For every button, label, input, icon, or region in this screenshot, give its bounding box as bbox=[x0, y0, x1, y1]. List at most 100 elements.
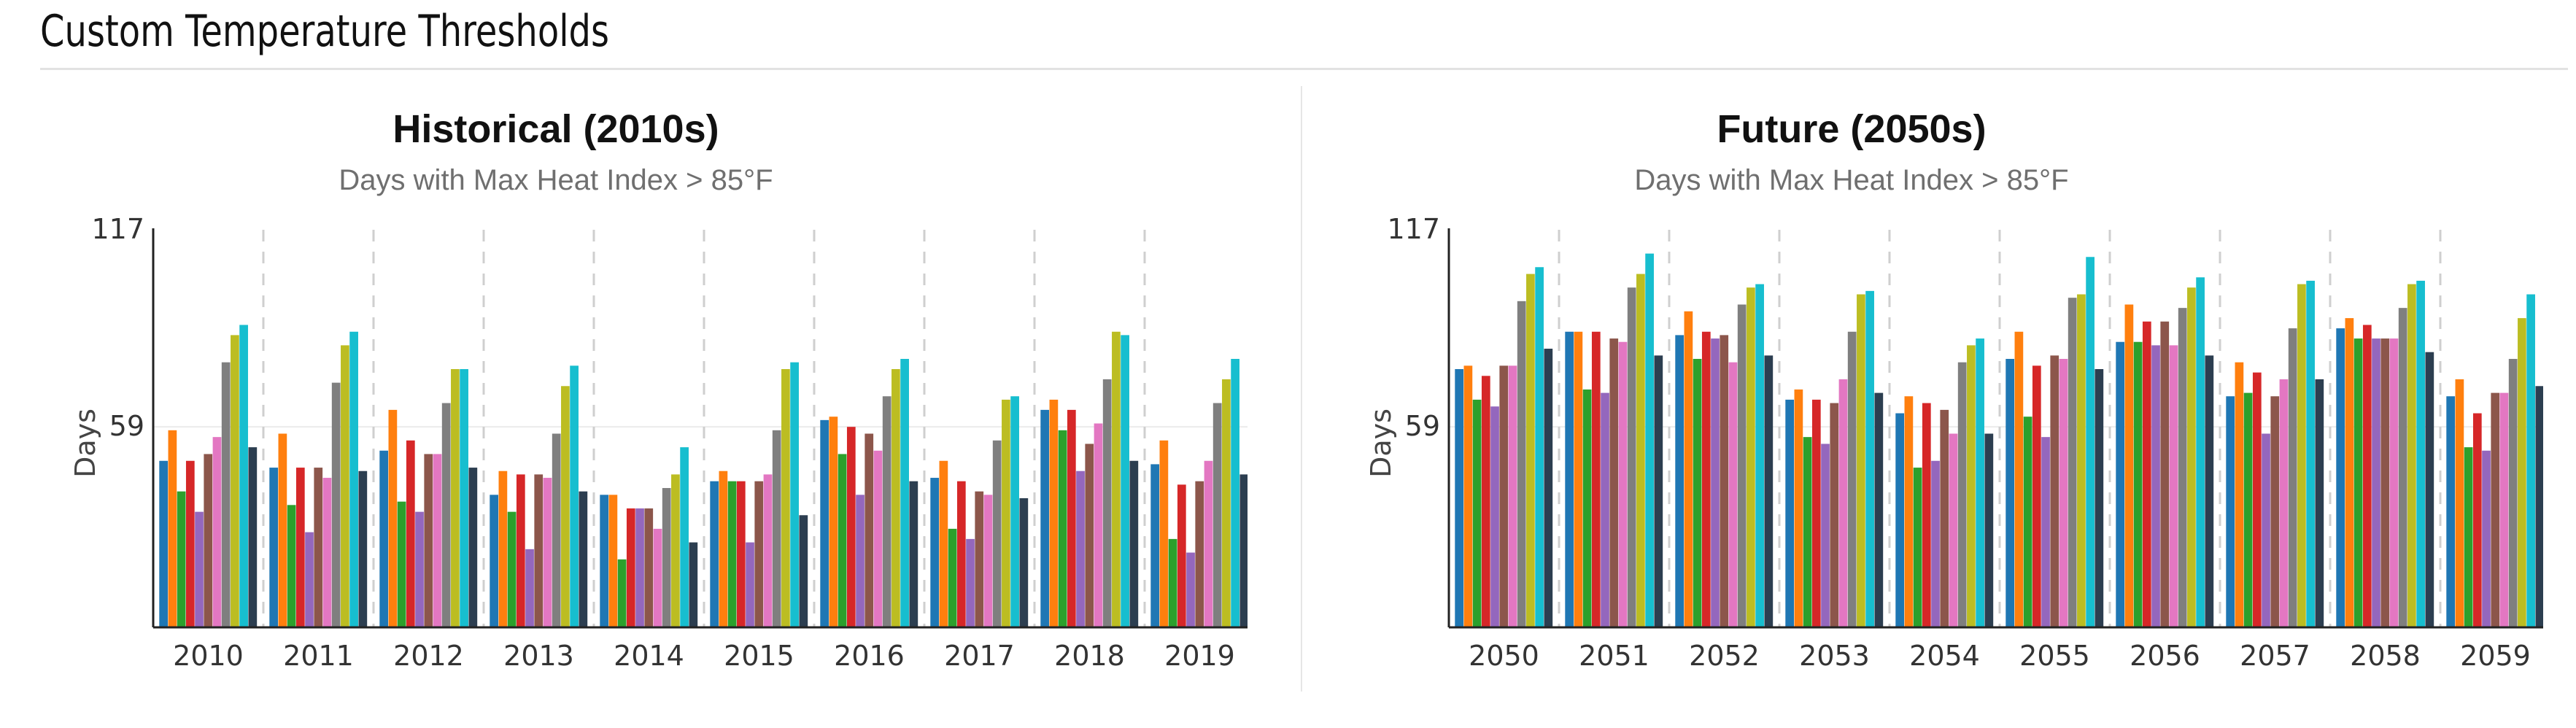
x-tick-label: 2050 bbox=[1469, 640, 1539, 672]
x-tick-label: 2059 bbox=[2460, 640, 2531, 672]
bar bbox=[1102, 379, 1112, 627]
bar bbox=[490, 495, 499, 627]
bar bbox=[856, 495, 865, 627]
bar bbox=[460, 368, 468, 627]
bar bbox=[1455, 368, 1464, 627]
chart-title: Historical (2010s) bbox=[392, 107, 719, 151]
bar bbox=[2133, 341, 2143, 627]
bar bbox=[295, 468, 305, 627]
bar bbox=[1838, 379, 1848, 627]
bar bbox=[680, 447, 689, 627]
bar bbox=[1574, 331, 1583, 627]
bar bbox=[2389, 338, 2399, 627]
bar bbox=[525, 549, 534, 627]
bar bbox=[1618, 341, 1628, 627]
bar bbox=[1693, 359, 1702, 627]
bar bbox=[561, 386, 570, 627]
bar bbox=[570, 365, 579, 627]
bar bbox=[2262, 433, 2270, 627]
bar bbox=[1239, 474, 1248, 627]
bar bbox=[1636, 274, 1645, 627]
bar bbox=[441, 403, 451, 627]
bar bbox=[2398, 308, 2407, 627]
bar bbox=[2124, 304, 2134, 627]
bar bbox=[1684, 311, 1693, 627]
bar bbox=[1627, 287, 1636, 627]
bar bbox=[2362, 325, 2372, 627]
bar bbox=[966, 538, 975, 627]
bar bbox=[2372, 338, 2380, 627]
bar bbox=[1565, 331, 1574, 627]
bar bbox=[1803, 437, 1812, 627]
bar bbox=[873, 450, 883, 627]
bar bbox=[341, 345, 349, 627]
bar bbox=[983, 495, 993, 627]
x-tick-label: 2051 bbox=[1579, 640, 1649, 672]
bar bbox=[1076, 471, 1085, 627]
bar bbox=[185, 460, 195, 627]
bar bbox=[1913, 468, 1922, 627]
bar bbox=[671, 474, 680, 627]
chart-title: Future (2050s) bbox=[1717, 107, 1986, 151]
bar bbox=[424, 454, 433, 627]
bar bbox=[1231, 359, 1239, 627]
bar bbox=[1785, 399, 1795, 627]
bar bbox=[2306, 280, 2315, 627]
y-tick-label: 59 bbox=[1405, 410, 1440, 442]
bar bbox=[891, 368, 900, 627]
page-title: Custom Temperature Thresholds bbox=[40, 6, 610, 57]
bar bbox=[1904, 396, 1914, 627]
bar bbox=[1049, 399, 1059, 627]
bar bbox=[2142, 321, 2151, 627]
bar bbox=[1582, 389, 1592, 627]
bar bbox=[600, 495, 609, 627]
bar bbox=[349, 331, 358, 627]
bar bbox=[1764, 355, 1774, 627]
bar bbox=[498, 471, 508, 627]
bar bbox=[736, 481, 746, 627]
bar bbox=[1204, 460, 1213, 627]
bar bbox=[314, 468, 323, 627]
bar bbox=[608, 495, 618, 627]
bar bbox=[1499, 365, 1509, 627]
bar bbox=[2160, 321, 2170, 627]
bar bbox=[1212, 403, 1222, 627]
bar bbox=[358, 471, 368, 627]
bar bbox=[1728, 362, 1738, 627]
bar bbox=[1874, 392, 1884, 627]
chart-panel-future: Future (2050s) Days with Max Heat Index >… bbox=[1310, 88, 2543, 715]
y-axis-title: Days bbox=[69, 408, 101, 478]
bar bbox=[2023, 417, 2032, 627]
bar bbox=[269, 468, 279, 627]
bar bbox=[909, 481, 918, 627]
bar bbox=[1186, 552, 1195, 627]
bar bbox=[865, 433, 874, 627]
bar bbox=[1847, 331, 1857, 627]
bar bbox=[1195, 481, 1204, 627]
bar bbox=[2095, 368, 2104, 627]
bar bbox=[1168, 538, 1177, 627]
bar bbox=[1922, 403, 1931, 627]
bar bbox=[2482, 450, 2491, 627]
bar bbox=[1159, 440, 1169, 627]
bar bbox=[2205, 355, 2214, 627]
chart-future: Future (2050s) Days with Max Heat Index >… bbox=[1365, 107, 2543, 672]
bar bbox=[838, 454, 847, 627]
bar bbox=[2315, 379, 2324, 627]
bar bbox=[248, 447, 258, 627]
bar bbox=[1002, 399, 1010, 627]
bar bbox=[278, 433, 287, 627]
bar bbox=[2086, 257, 2095, 627]
bar bbox=[2151, 345, 2160, 627]
bar bbox=[159, 460, 169, 627]
bar bbox=[2472, 413, 2482, 627]
x-tick-label: 2011 bbox=[283, 640, 354, 672]
bar bbox=[516, 474, 525, 627]
bar bbox=[689, 542, 698, 627]
chart-panel-historical: Historical (2010s) Days with Max Heat Ind… bbox=[15, 88, 1248, 715]
x-tick-label: 2014 bbox=[614, 640, 684, 672]
bar bbox=[212, 437, 222, 627]
bar bbox=[710, 481, 719, 627]
chart-historical: Historical (2010s) Days with Max Heat Ind… bbox=[69, 107, 1248, 672]
bar bbox=[2518, 318, 2526, 627]
